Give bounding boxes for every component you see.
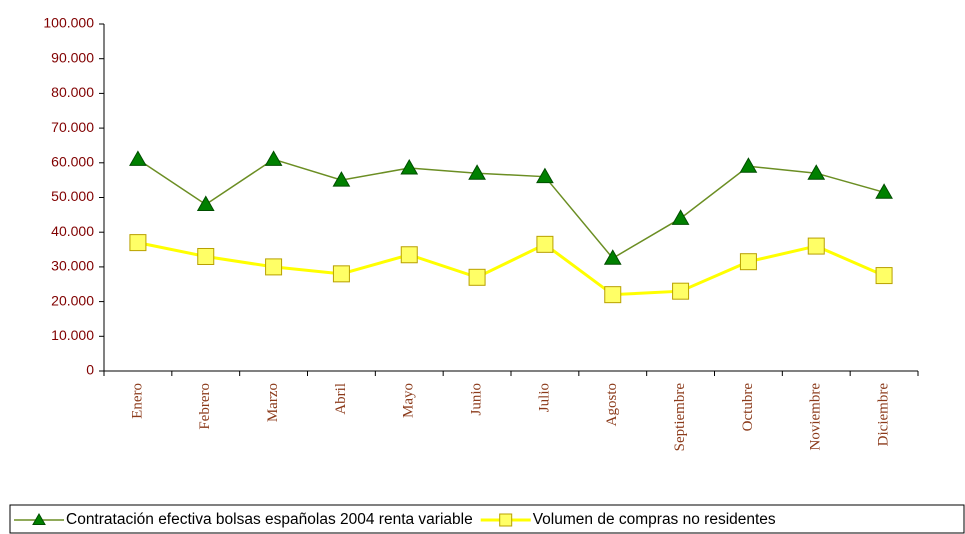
series-line xyxy=(137,158,885,260)
marker xyxy=(264,150,283,166)
marker xyxy=(197,247,215,265)
marker xyxy=(32,512,46,525)
y-tick-label: 80.000 xyxy=(51,84,94,100)
marker xyxy=(875,183,893,199)
x-tick-label: Octubre xyxy=(740,383,756,432)
marker xyxy=(536,167,554,184)
y-tick-label: 30.000 xyxy=(51,258,94,274)
marker xyxy=(536,235,554,253)
marker xyxy=(739,253,757,271)
y-tick-label: 90.000 xyxy=(51,49,94,65)
marker xyxy=(468,268,486,286)
x-tick-label: Enero xyxy=(129,383,145,419)
x-tick-label: Diciembre xyxy=(876,383,892,447)
x-tick-label: Agosto xyxy=(604,383,620,426)
y-tick-label: 0 xyxy=(86,362,94,378)
x-tick-label: Marzo xyxy=(265,383,281,422)
marker xyxy=(129,150,147,166)
marker xyxy=(807,164,826,180)
y-tick-label: 60.000 xyxy=(51,154,94,170)
legend-box xyxy=(9,504,965,534)
y-tick-label: 40.000 xyxy=(51,223,94,239)
y-tick-label: 20.000 xyxy=(51,292,94,308)
marker xyxy=(807,237,825,255)
marker xyxy=(129,234,147,252)
x-tick-label: Junio xyxy=(469,383,485,416)
y-tick-label: 100.000 xyxy=(43,15,94,31)
marker xyxy=(332,265,350,283)
marker xyxy=(739,157,758,173)
y-tick-label: 10.000 xyxy=(51,327,94,343)
marker xyxy=(468,164,486,180)
x-tick-label: Julio xyxy=(536,383,552,412)
marker xyxy=(196,195,215,211)
marker xyxy=(400,158,419,175)
marker xyxy=(875,267,893,285)
x-tick-label: Mayo xyxy=(401,383,417,418)
legend-label: Contratación efectiva bolsas españolas 2… xyxy=(66,511,473,528)
series-line xyxy=(137,241,885,297)
y-tick-label: 50.000 xyxy=(51,188,94,204)
marker xyxy=(603,249,622,265)
marker xyxy=(672,282,690,300)
x-tick-label: Febrero xyxy=(197,383,213,430)
x-tick-label: Septiembre xyxy=(672,383,688,452)
x-tick-label: Noviembre xyxy=(808,383,824,451)
marker xyxy=(604,286,622,304)
x-tick-label: Abril xyxy=(333,383,349,415)
marker xyxy=(671,209,690,225)
marker xyxy=(400,246,418,264)
legend-label: Volumen de compras no residentes xyxy=(533,511,776,528)
y-tick-label: 70.000 xyxy=(51,119,94,135)
marker xyxy=(499,513,513,527)
marker xyxy=(265,258,283,276)
marker xyxy=(332,171,351,187)
